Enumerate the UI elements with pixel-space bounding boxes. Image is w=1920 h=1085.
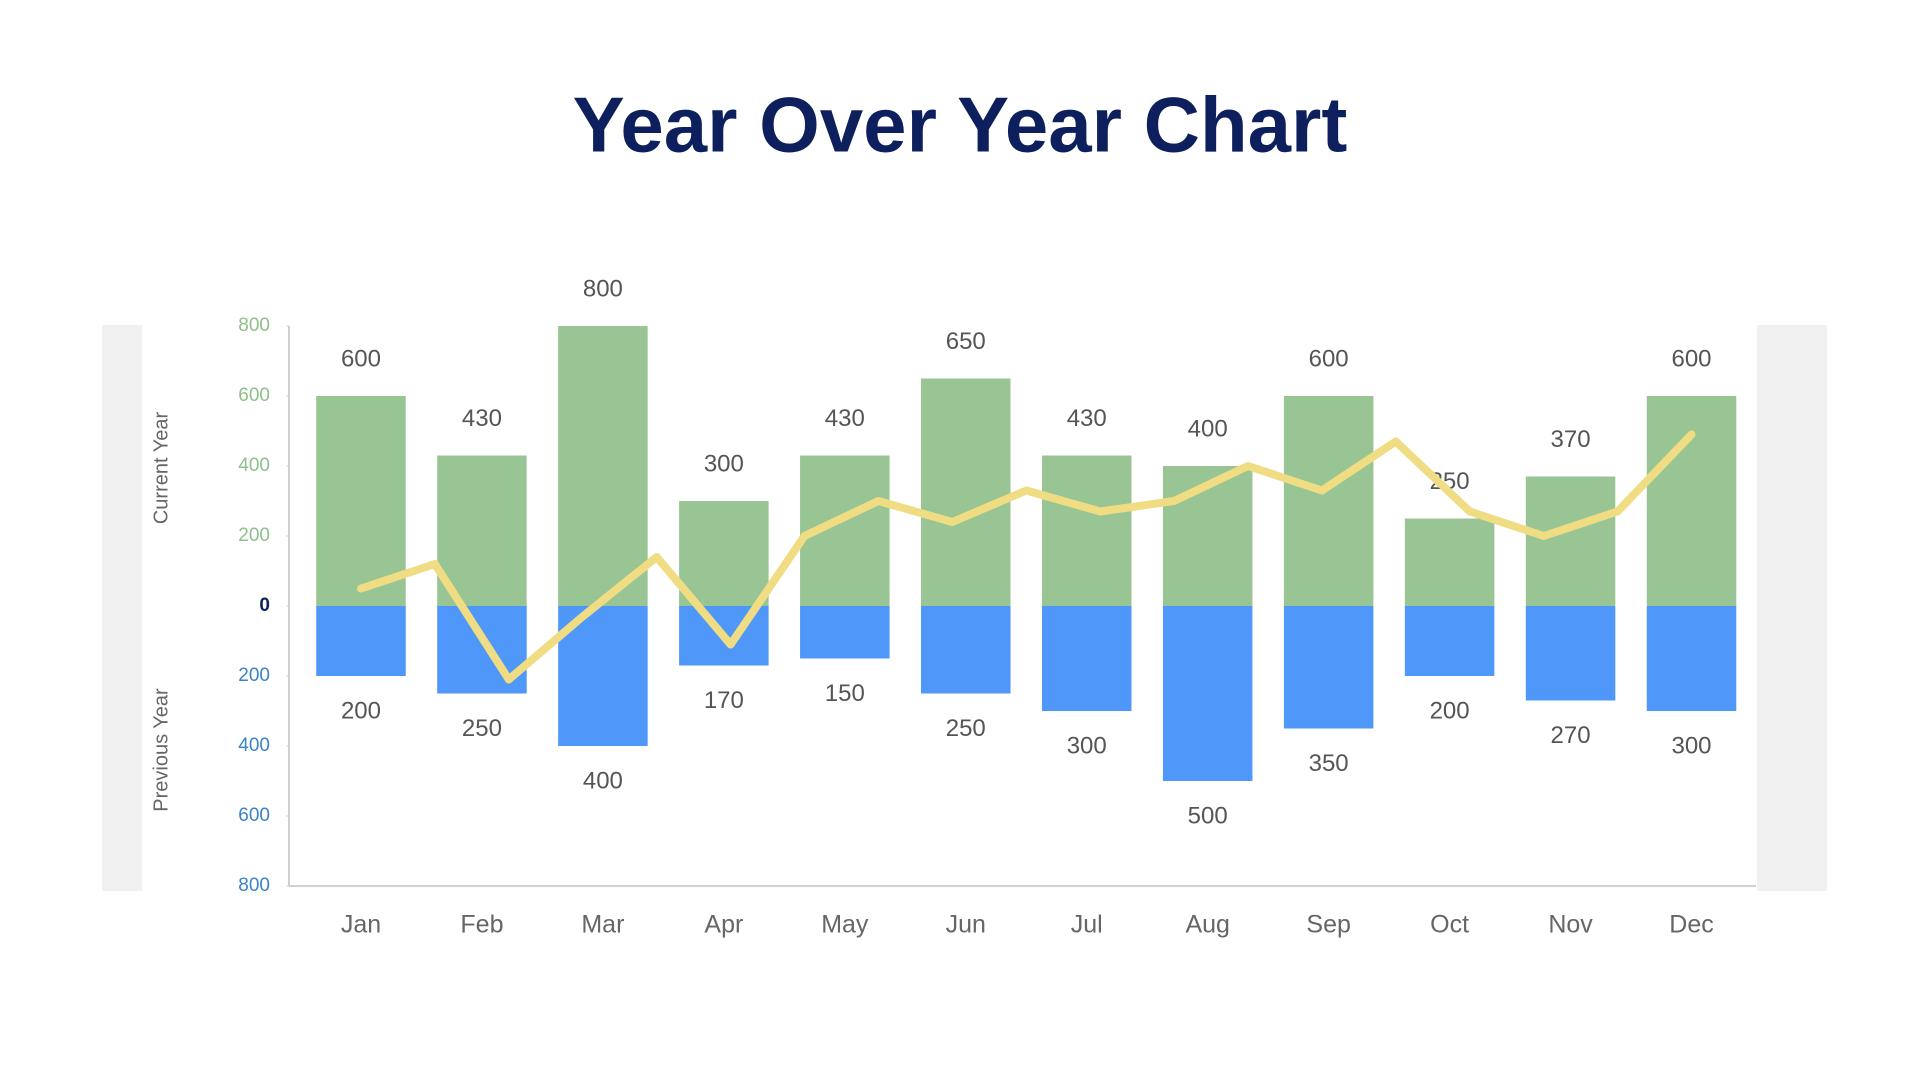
bar xyxy=(679,501,769,606)
bar xyxy=(1646,396,1737,606)
bar xyxy=(921,606,1011,694)
data-label: 430 xyxy=(462,405,502,432)
x-tick-label: Jun xyxy=(946,911,986,939)
x-tick-label: May xyxy=(821,911,869,939)
data-label: 400 xyxy=(1188,415,1228,442)
chart-title: Year Over Year Chart xyxy=(573,81,1348,169)
bar xyxy=(1041,606,1132,711)
side-panel xyxy=(102,325,142,891)
data-label: 200 xyxy=(341,697,381,724)
x-tick-label: Jul xyxy=(1071,911,1103,939)
data-label: 250 xyxy=(946,715,986,742)
bar xyxy=(437,455,527,606)
y-tick-label: 400 xyxy=(238,735,270,756)
x-tick-label: Mar xyxy=(581,911,624,939)
y-tick-label: 600 xyxy=(238,805,270,826)
data-label: 300 xyxy=(1671,732,1711,759)
x-tick-label: Aug xyxy=(1185,911,1229,939)
side-panel xyxy=(1757,325,1827,891)
data-label: 300 xyxy=(1067,732,1107,759)
data-label: 150 xyxy=(825,680,865,707)
bar xyxy=(1525,606,1616,701)
x-tick-label: Feb xyxy=(460,911,503,939)
data-label: 650 xyxy=(946,328,986,355)
x-tick-label: Dec xyxy=(1669,911,1713,939)
data-label: 300 xyxy=(704,450,744,477)
bar xyxy=(1162,606,1253,781)
trend-line xyxy=(357,430,1696,684)
bar xyxy=(1283,396,1374,606)
data-label: 250 xyxy=(462,715,502,742)
data-label: 350 xyxy=(1309,750,1349,777)
data-label: 430 xyxy=(825,405,865,432)
bar xyxy=(921,378,1011,606)
data-label: 600 xyxy=(1309,345,1349,372)
data-label: 170 xyxy=(704,687,744,714)
bar xyxy=(316,396,406,606)
axis-side-label: Previous Year xyxy=(150,688,172,812)
bar xyxy=(1404,606,1495,676)
x-tick-label: Sep xyxy=(1306,911,1350,939)
data-label: 200 xyxy=(1430,697,1470,724)
y-tick-label: 400 xyxy=(238,455,270,476)
bar xyxy=(558,326,648,606)
bar xyxy=(316,606,406,676)
data-label: 370 xyxy=(1551,426,1591,453)
x-tick-label: Nov xyxy=(1548,911,1593,939)
y-tick-label: 600 xyxy=(238,385,270,406)
bar xyxy=(800,606,890,659)
bar xyxy=(1646,606,1737,711)
x-tick-label: Oct xyxy=(1430,911,1469,939)
x-tick-label: Jan xyxy=(341,911,381,939)
y-tick-label: 200 xyxy=(238,665,270,686)
y-tick-label: 800 xyxy=(238,315,270,336)
axis-side-label: Current Year xyxy=(150,412,172,525)
data-label: 500 xyxy=(1188,802,1228,829)
bar xyxy=(1525,476,1616,606)
y-tick-label: 0 xyxy=(259,595,270,616)
data-label: 600 xyxy=(341,345,381,372)
data-label: 600 xyxy=(1671,345,1711,372)
y-tick-label: 800 xyxy=(238,875,270,896)
data-label: 270 xyxy=(1551,722,1591,749)
data-label: 800 xyxy=(583,275,623,302)
bar xyxy=(1404,518,1495,606)
y-tick-label: 200 xyxy=(238,525,270,546)
bar xyxy=(1283,606,1374,729)
bar xyxy=(1041,455,1132,606)
x-tick-label: Apr xyxy=(704,911,743,939)
data-label: 430 xyxy=(1067,405,1107,432)
data-label: 400 xyxy=(583,767,623,794)
